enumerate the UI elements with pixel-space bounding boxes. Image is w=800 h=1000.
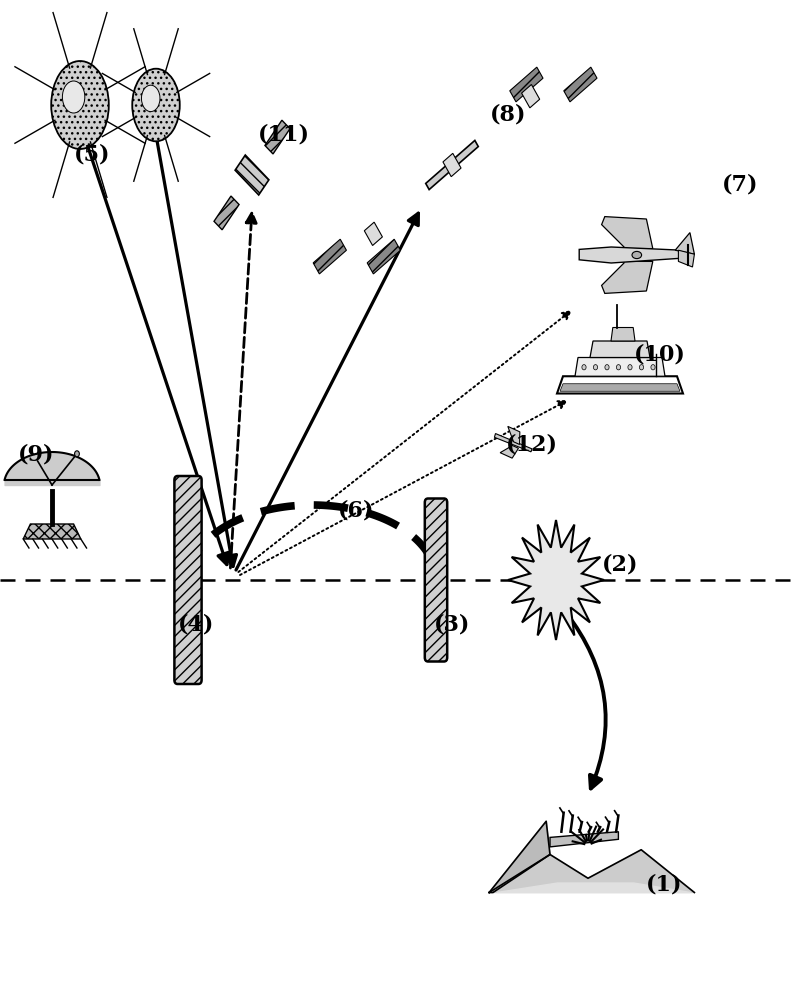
Ellipse shape (74, 451, 79, 457)
Polygon shape (214, 196, 239, 230)
Text: (12): (12) (506, 434, 558, 456)
Text: (11): (11) (258, 124, 310, 146)
Polygon shape (675, 233, 694, 254)
Text: (6): (6) (338, 499, 374, 521)
Polygon shape (235, 155, 269, 195)
Polygon shape (489, 821, 550, 892)
Text: (5): (5) (74, 144, 110, 166)
Polygon shape (678, 250, 694, 267)
Polygon shape (522, 84, 540, 108)
FancyBboxPatch shape (425, 499, 447, 662)
Polygon shape (550, 832, 618, 847)
Polygon shape (23, 524, 81, 539)
Polygon shape (611, 328, 635, 341)
Polygon shape (265, 120, 290, 154)
Ellipse shape (582, 365, 586, 370)
Polygon shape (602, 217, 653, 249)
Polygon shape (497, 883, 690, 892)
Ellipse shape (616, 365, 621, 370)
Polygon shape (508, 426, 520, 444)
Polygon shape (367, 239, 401, 274)
Text: (3): (3) (434, 614, 470, 636)
Ellipse shape (62, 81, 85, 113)
Text: (4): (4) (178, 614, 214, 636)
Polygon shape (364, 222, 382, 246)
Polygon shape (489, 850, 694, 892)
Polygon shape (575, 358, 665, 376)
Ellipse shape (142, 85, 160, 112)
Ellipse shape (651, 365, 655, 370)
Polygon shape (500, 446, 518, 458)
Text: (1): (1) (646, 874, 682, 896)
Ellipse shape (605, 365, 609, 370)
Polygon shape (313, 239, 346, 274)
Ellipse shape (594, 365, 598, 370)
Text: (2): (2) (602, 554, 638, 576)
Polygon shape (560, 384, 680, 391)
Polygon shape (426, 140, 478, 190)
Ellipse shape (639, 365, 643, 370)
Polygon shape (494, 434, 532, 452)
Polygon shape (557, 376, 683, 393)
Text: (8): (8) (490, 104, 526, 126)
Ellipse shape (51, 61, 109, 149)
Polygon shape (508, 520, 604, 640)
Ellipse shape (132, 69, 180, 141)
Ellipse shape (628, 365, 632, 370)
Ellipse shape (632, 251, 642, 259)
Polygon shape (579, 247, 694, 263)
Text: (9): (9) (18, 444, 54, 466)
Polygon shape (510, 67, 543, 102)
Polygon shape (443, 153, 461, 177)
Text: (10): (10) (634, 344, 686, 366)
FancyBboxPatch shape (174, 476, 202, 684)
Polygon shape (590, 341, 650, 358)
Text: (7): (7) (722, 174, 758, 196)
Polygon shape (564, 67, 597, 102)
Polygon shape (602, 261, 653, 293)
